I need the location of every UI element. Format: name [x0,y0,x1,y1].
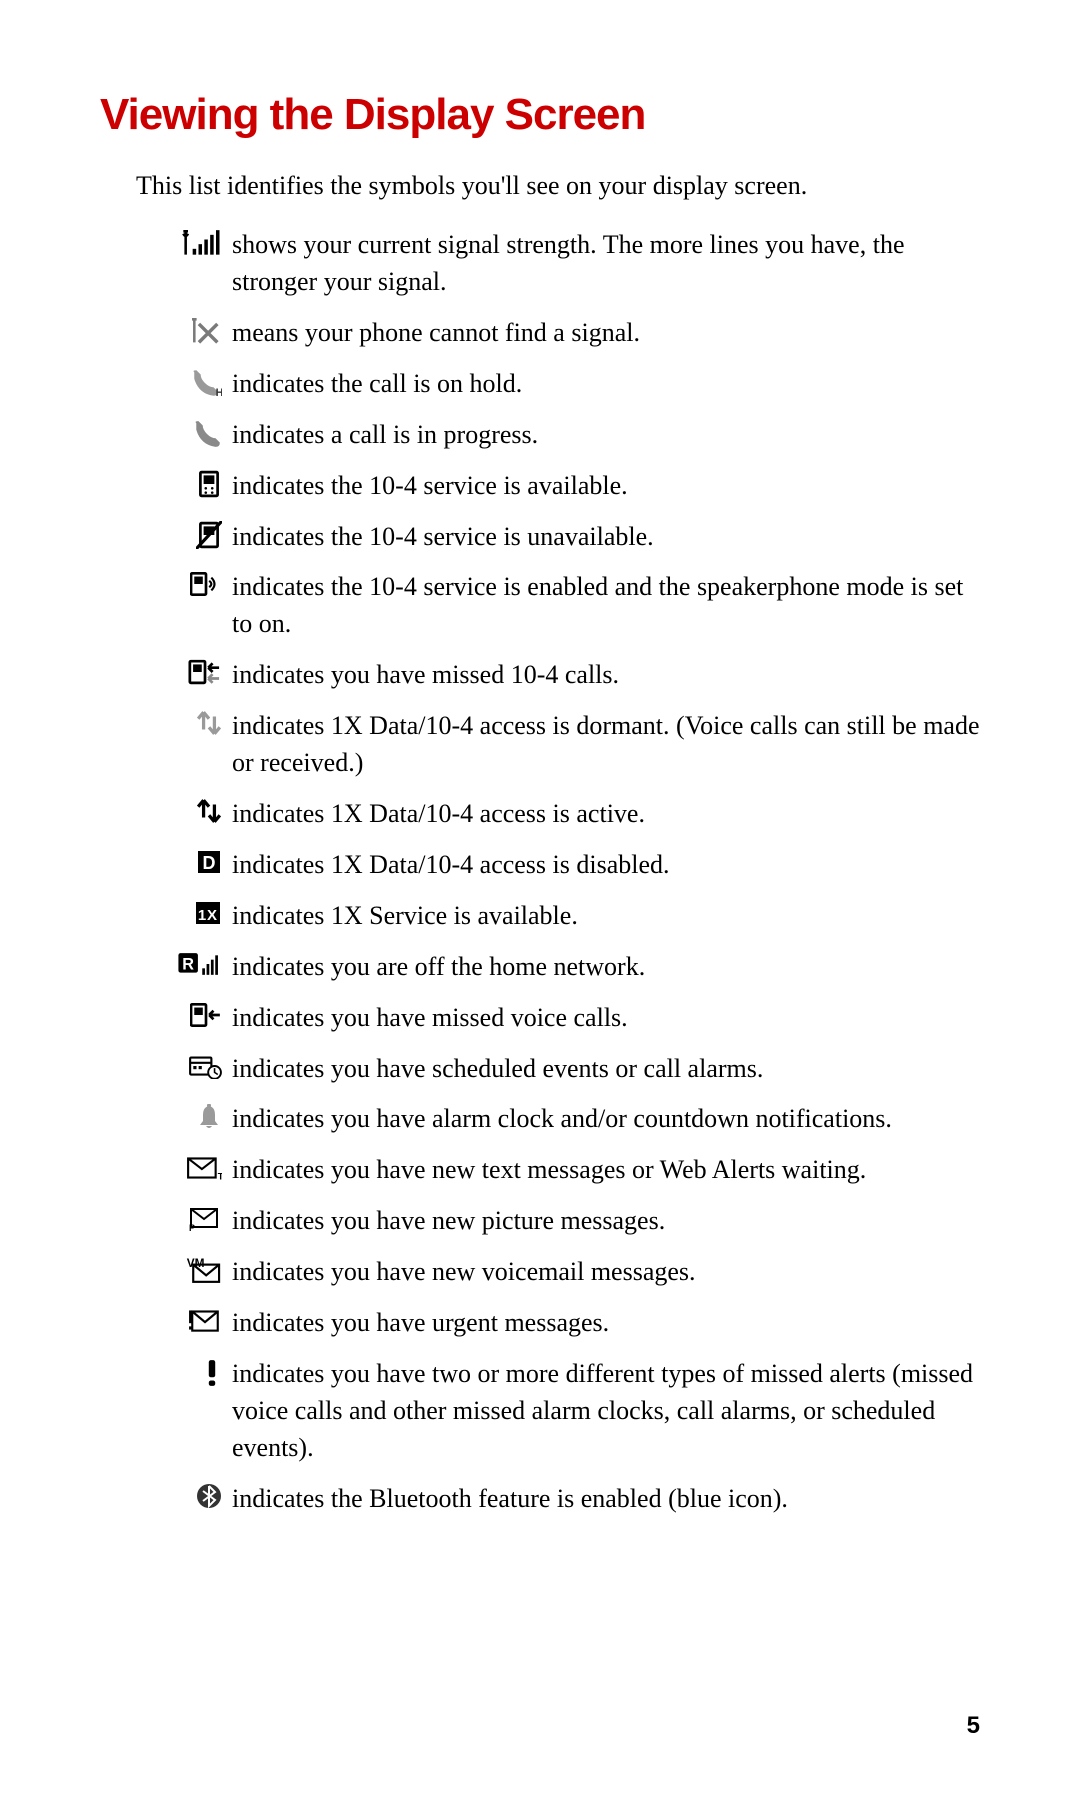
item-description: indicates you have urgent messages. [232,1305,980,1342]
voicemail-icon [160,1254,232,1284]
data-disabled-icon [160,847,232,875]
item-description: indicates you are off the home network. [232,949,980,986]
list-item: indicates 1X Data/10-4 access is dormant… [160,708,980,782]
intro-text: This list identifies the symbols you'll … [136,168,980,203]
list-item: indicates you have new text messages or … [160,1152,980,1189]
call-progress-icon [160,417,232,449]
item-description: indicates you have two or more different… [232,1356,980,1467]
urgent-message-icon [160,1305,232,1333]
alarm-clock-icon [160,1101,232,1131]
missed-alerts-icon [160,1356,232,1388]
page-title: Viewing the Display Screen [100,90,980,140]
list-item: indicates you have missed voice calls. [160,1000,980,1037]
item-description: indicates the 10-4 service is unavailabl… [232,519,980,556]
ten4-unavailable-icon [160,519,232,549]
item-description: means your phone cannot find a signal. [232,315,980,352]
list-item: indicates you are off the home network. [160,949,980,986]
data-dormant-icon [160,708,232,736]
list-item: indicates you have alarm clock and/or co… [160,1101,980,1138]
item-description: indicates you have scheduled events or c… [232,1051,980,1088]
item-description: indicates you have new text messages or … [232,1152,980,1189]
list-item: indicates you have new voicemail message… [160,1254,980,1291]
onex-service-icon [160,898,232,926]
item-description: indicates you have new picture messages. [232,1203,980,1240]
list-item: indicates you have two or more different… [160,1356,980,1467]
list-item: indicates you have urgent messages. [160,1305,980,1342]
picture-message-icon [160,1203,232,1233]
item-description: indicates a call is in progress. [232,417,980,454]
item-description: indicates 1X Data/10-4 access is active. [232,796,980,833]
ten4-speaker-icon [160,569,232,597]
bluetooth-icon [160,1481,232,1509]
roaming-icon [160,949,232,977]
symbol-list: shows your current signal strength. The … [160,227,980,1517]
data-active-icon [160,796,232,824]
item-description: indicates 1X Data/10-4 access is disable… [232,847,980,884]
list-item: indicates 1X Data/10-4 access is disable… [160,847,980,884]
list-item: means your phone cannot find a signal. [160,315,980,352]
ten4-missed-icon [160,657,232,685]
item-description: indicates 1X Data/10-4 access is dormant… [232,708,980,782]
page-number: 5 [967,1712,980,1740]
no-signal-icon [160,315,232,347]
item-description: indicates you have missed 10-4 calls. [232,657,980,694]
ten4-available-icon [160,468,232,498]
item-description: indicates you have missed voice calls. [232,1000,980,1037]
list-item: indicates 1X Service is available. [160,898,980,935]
call-hold-icon [160,366,232,398]
list-item: indicates the call is on hold. [160,366,980,403]
item-description: shows your current signal strength. The … [232,227,980,301]
item-description: indicates you have new voicemail message… [232,1254,980,1291]
list-item: indicates a call is in progress. [160,417,980,454]
missed-voice-icon [160,1000,232,1028]
list-item: shows your current signal strength. The … [160,227,980,301]
item-description: indicates the 10-4 service is enabled an… [232,569,980,643]
list-item: indicates the 10-4 service is available. [160,468,980,505]
item-description: indicates the 10-4 service is available. [232,468,980,505]
list-item: indicates you have missed 10-4 calls. [160,657,980,694]
list-item: indicates the Bluetooth feature is enabl… [160,1481,980,1518]
list-item: indicates 1X Data/10-4 access is active. [160,796,980,833]
item-description: indicates the call is on hold. [232,366,980,403]
list-item: indicates you have new picture messages. [160,1203,980,1240]
list-item: indicates you have scheduled events or c… [160,1051,980,1088]
list-item: indicates the 10-4 service is enabled an… [160,569,980,643]
item-description: indicates 1X Service is available. [232,898,980,935]
list-item: indicates the 10-4 service is unavailabl… [160,519,980,556]
signal-strength-icon [160,227,232,257]
text-message-icon [160,1152,232,1182]
item-description: indicates you have alarm clock and/or co… [232,1101,980,1138]
scheduled-events-icon [160,1051,232,1079]
item-description: indicates the Bluetooth feature is enabl… [232,1481,980,1518]
